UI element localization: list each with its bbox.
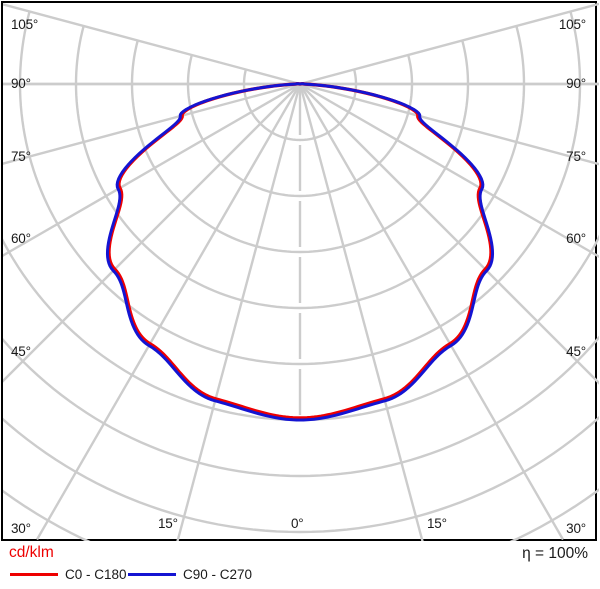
grid-spoke-outer — [35, 374, 134, 541]
polar-chart-svg — [3, 3, 599, 543]
grid-spoke-outer — [466, 374, 565, 541]
grid-spoke-outer — [175, 408, 215, 543]
legend-swatch-c90-c270 — [128, 572, 176, 576]
axis-label-left-0: 105° — [11, 17, 39, 32]
chart-footer: cd/klm η = 100% C0 - C180 C90 - C270 — [0, 541, 600, 589]
axis-label-right-0: 105° — [558, 17, 586, 32]
grid-ring — [186, 54, 414, 198]
distribution-curves — [105, 82, 495, 422]
grid-spoke-outer — [536, 320, 599, 385]
grid-spoke — [299, 82, 599, 166]
curve-c90-c270 — [105, 82, 495, 422]
axis-label-bottom-0: 15° — [158, 516, 178, 531]
axis-label-right-1: 90° — [566, 76, 586, 91]
axis-label-left-4: 45° — [11, 344, 31, 359]
axis-label-bottom-1: 0° — [291, 516, 304, 531]
unit-label: cd/klm — [9, 544, 54, 561]
grid-spoke — [61, 83, 301, 323]
legend-item-c90-c270: C90 - C270 — [128, 565, 252, 583]
grid-spoke — [299, 83, 539, 323]
grid-spoke-outer — [3, 250, 10, 257]
grid-spoke — [3, 82, 301, 165]
axis-label-left-2: 75° — [11, 149, 31, 164]
legend-swatch-c0-c180 — [10, 572, 58, 576]
axis-label-right-5: 30° — [566, 521, 586, 536]
grid-spoke — [3, 3, 301, 86]
grid-ring — [130, 40, 470, 254]
grid-ring — [74, 25, 526, 310]
grid-ring — [242, 69, 358, 142]
grid-spoke — [130, 83, 302, 376]
axis-label-left-5: 30° — [11, 521, 31, 536]
grid-spoke — [298, 83, 389, 409]
legend-item-c0-c180: C0 - C180 — [10, 565, 127, 583]
polar-plot-frame: 105° 90° 75° 60° 45° 30° 105° 90° 75° 60° 45° 30° … — [1, 1, 599, 543]
legend-label-c90-c270: C90 - C270 — [183, 566, 253, 582]
efficiency-label: η = 100% — [522, 545, 588, 562]
axis-label-right-4: 45° — [566, 344, 586, 359]
grid-spoke — [8, 82, 301, 254]
axis-label-left-3: 60° — [11, 231, 31, 246]
grid-spoke — [298, 83, 470, 376]
grid-ring-outer — [3, 335, 599, 478]
axis-label-right-3: 60° — [566, 231, 586, 246]
grid-spoke-outer — [3, 320, 64, 383]
axis-label-bottom-2: 15° — [427, 516, 447, 531]
axis-label-left-1: 90° — [11, 76, 31, 91]
grid-spoke — [211, 83, 302, 409]
grid-ring-outer — [3, 416, 599, 534]
legend-label-c0-c180: C0 - C180 — [65, 566, 127, 582]
grid-spoke — [299, 3, 599, 86]
grid-spoke-outer — [590, 250, 599, 259]
grid-spoke — [299, 82, 592, 254]
grid-spoke-outer — [385, 408, 425, 543]
grid-ring — [18, 11, 582, 366]
axis-label-right-2: 75° — [566, 149, 586, 164]
